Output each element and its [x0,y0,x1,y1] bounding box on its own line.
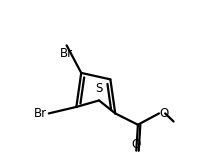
Text: O: O [132,139,141,151]
Text: Br: Br [60,47,73,60]
Text: S: S [95,82,103,95]
Text: Br: Br [34,107,47,120]
Text: O: O [160,107,169,120]
